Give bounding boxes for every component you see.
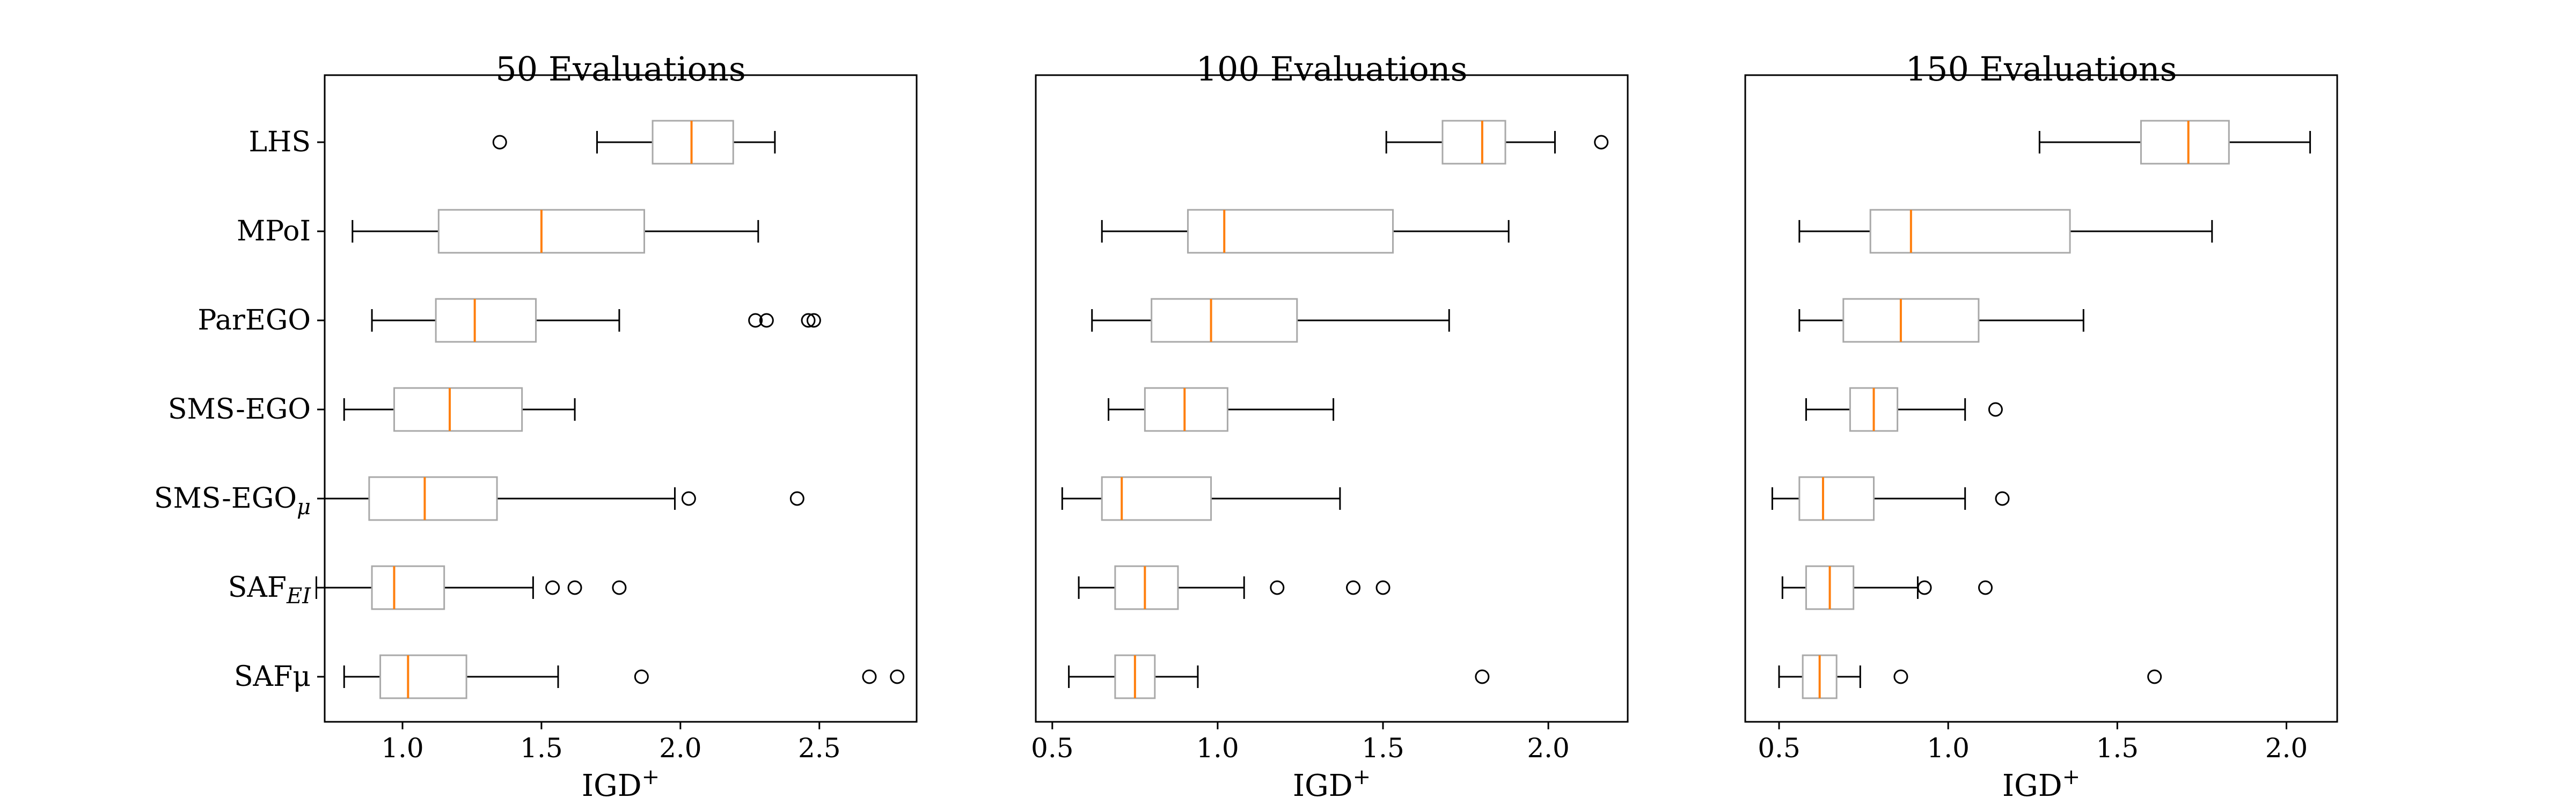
- x-tick-label: 2.5: [798, 733, 841, 764]
- outlier-point: [890, 669, 905, 684]
- axes-frame: [324, 74, 918, 723]
- y-tick-label: LHS: [248, 126, 311, 158]
- outlier-point: [806, 313, 821, 328]
- outlier-point: [1978, 580, 1993, 595]
- chart-title: 50 Evaluations: [495, 49, 745, 89]
- category-name: SMS-EGO: [154, 482, 297, 515]
- box: [652, 120, 734, 165]
- box: [371, 565, 445, 610]
- outlier-point: [545, 580, 560, 595]
- x-tick-label: 2.0: [659, 733, 702, 764]
- chart-title: 150 Evaluations: [1906, 49, 2177, 89]
- x-tick-label: 1.0: [381, 733, 424, 764]
- x-tick-label: 1.0: [1927, 733, 1970, 764]
- box: [1187, 209, 1394, 254]
- panel-150-evaluations: 150 Evaluations 0.5 1.0 1.5 2.0 IGD+: [1744, 49, 2338, 803]
- y-tick-label: MPoI: [237, 215, 311, 247]
- outlier-point: [681, 491, 696, 506]
- box: [1101, 476, 1212, 521]
- category-name: SMS-EGO: [168, 393, 311, 426]
- outlier-point: [801, 313, 816, 328]
- category-name: MPoI: [237, 215, 311, 247]
- outlier-point: [2147, 669, 2162, 684]
- category-subscript: EI: [286, 584, 311, 609]
- box: [1441, 120, 1506, 165]
- panel-100-evaluations: 100 Evaluations 0.5 1.0 1.5 2.0 IGD+: [1031, 49, 1629, 803]
- outlier-point: [1995, 491, 2010, 506]
- outlier-point: [1893, 669, 1908, 684]
- category-name: ParEGO: [197, 304, 311, 336]
- panel-50-evaluations: 50 Evaluations 1.0 1.5 2.0 2.5 IGD+ LHS MPoI Par…: [154, 49, 918, 803]
- x-tick-label: 0.5: [1758, 733, 1801, 764]
- x-axis-label-sup: +: [2062, 765, 2081, 789]
- x-tick-label: 1.5: [520, 733, 563, 764]
- x-tick-label: 1.5: [1362, 733, 1404, 764]
- x-axis-label-main: IGD: [2002, 769, 2062, 803]
- x-axis-label: IGD+: [2002, 765, 2080, 803]
- x-axis-label-main: IGD: [582, 769, 642, 803]
- box: [1144, 387, 1228, 432]
- x-tick-label: 1.5: [2096, 733, 2139, 764]
- outlier-point: [1346, 580, 1361, 595]
- axes-frame: [1744, 74, 2338, 723]
- box: [1869, 209, 2071, 254]
- box: [379, 654, 467, 699]
- outlier-point: [1917, 580, 1932, 595]
- outlier-point: [789, 491, 804, 506]
- y-tick-label: SMS-EGOμ: [154, 482, 311, 519]
- box: [2140, 120, 2230, 165]
- box: [1842, 298, 1980, 343]
- box: [393, 387, 523, 432]
- outlier-point: [759, 313, 774, 328]
- category-subscript: μ: [297, 495, 311, 519]
- outlier-point: [612, 580, 627, 595]
- outlier-point: [748, 313, 763, 328]
- outlier-point: [492, 135, 507, 150]
- category-name: SAFμ: [234, 661, 311, 693]
- category-name: LHS: [248, 126, 311, 158]
- outlier-point: [1594, 135, 1609, 150]
- outlier-point: [567, 580, 582, 595]
- category-name: SAF: [228, 572, 287, 604]
- outlier-point: [1475, 669, 1490, 684]
- x-tick-label: 1.0: [1196, 733, 1239, 764]
- x-tick-label: 0.5: [1031, 733, 1074, 764]
- box: [1151, 298, 1298, 343]
- outlier-point: [1375, 580, 1391, 595]
- box: [1798, 476, 1875, 521]
- x-axis-label-sup: +: [1353, 765, 1371, 789]
- axes-frame: [1035, 74, 1629, 723]
- y-tick-label: ParEGO: [197, 304, 311, 336]
- y-tick-label: SMS-EGO: [168, 393, 311, 426]
- box: [435, 298, 537, 343]
- x-axis-label: IGD+: [1293, 765, 1371, 803]
- x-axis-label-main: IGD: [1293, 769, 1353, 803]
- y-tick-label: SAFEI: [228, 572, 311, 609]
- x-tick-label: 2.0: [2265, 733, 2308, 764]
- chart-title: 100 Evaluations: [1196, 49, 1468, 89]
- box: [1114, 565, 1179, 610]
- outlier-point: [634, 669, 649, 684]
- outlier-point: [1270, 580, 1285, 595]
- outlier-point: [862, 669, 877, 684]
- outlier-point: [1988, 402, 2003, 417]
- x-axis-label: IGD+: [582, 765, 660, 803]
- box: [368, 476, 498, 521]
- y-tick-label: SAFμ: [234, 661, 311, 693]
- x-tick-label: 2.0: [1527, 733, 1570, 764]
- x-axis-label-sup: +: [642, 765, 660, 789]
